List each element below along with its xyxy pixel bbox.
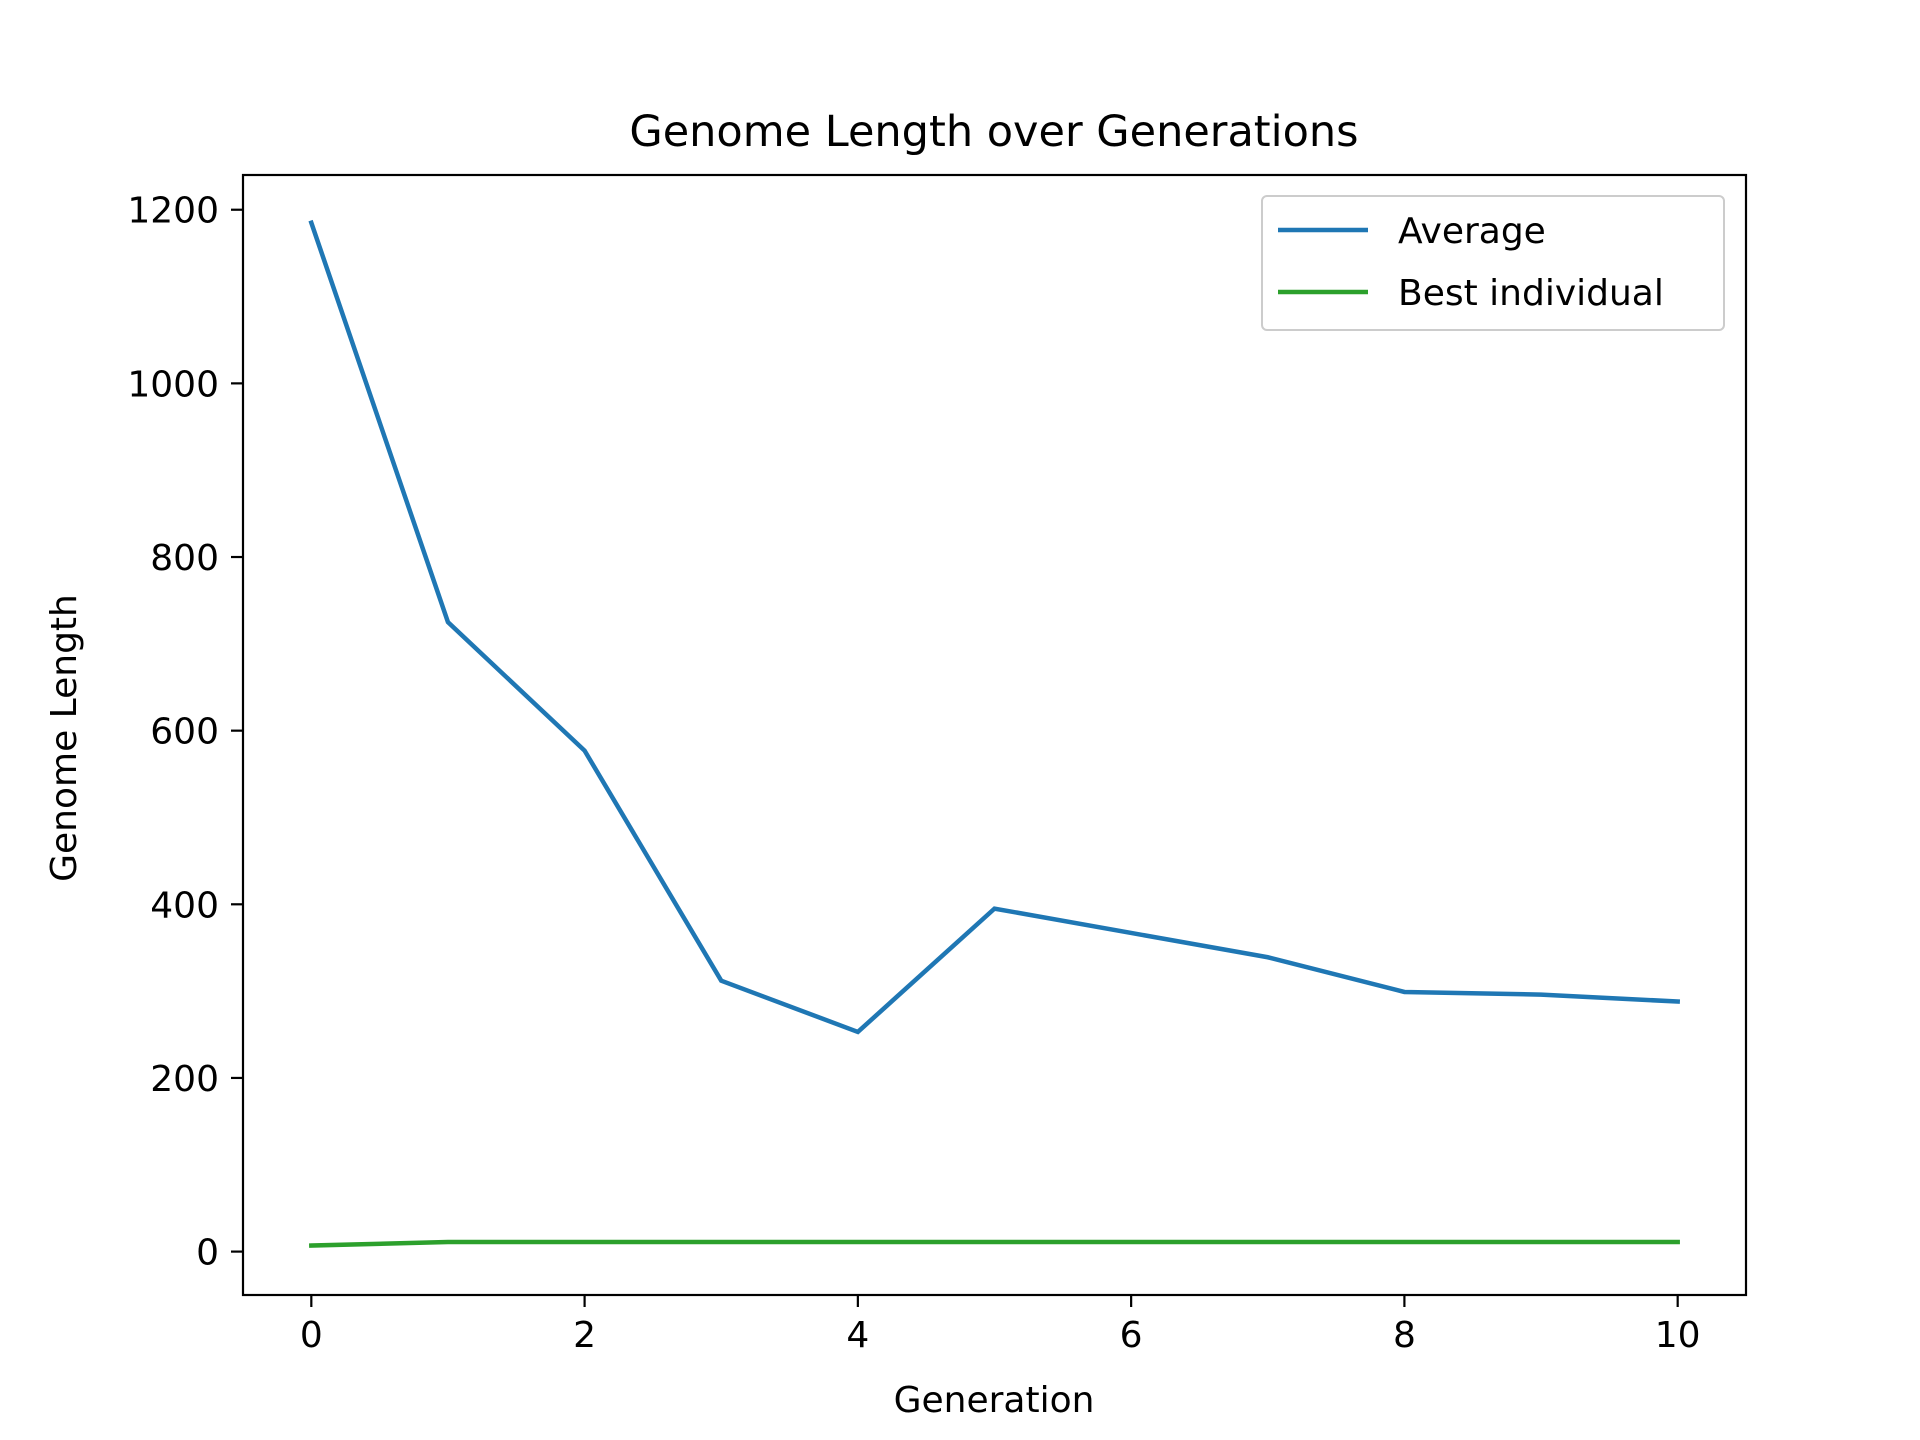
series-line-1: [309, 1239, 1680, 1248]
x-tick-label: 10: [1655, 1315, 1701, 1356]
y-tick-label: 200: [150, 1059, 219, 1100]
x-tick-label: 2: [573, 1315, 596, 1356]
x-tick-label: 4: [846, 1315, 869, 1356]
legend-label-0: Average: [1398, 211, 1546, 252]
x-tick-label: 0: [300, 1315, 323, 1356]
legend: Average Best individual: [1261, 195, 1725, 331]
chart-title: Genome Length over Generations: [629, 107, 1358, 157]
y-tick-label: 600: [150, 712, 219, 753]
legend-box: [1261, 195, 1725, 331]
axes-layer: 0 2 4 6 8 10 0 200 400 600 800 1000 1200: [127, 173, 1748, 1356]
x-tick-label: 8: [1393, 1315, 1416, 1356]
series-line-0: [308, 219, 1681, 1035]
series-layer: [308, 219, 1681, 1248]
y-tick-label: 0: [196, 1233, 219, 1274]
y-axis-label: Genome Length: [44, 594, 85, 882]
y-tick-label: 1200: [127, 191, 219, 232]
plot-frame: [241, 173, 1748, 1297]
x-tick-label: 6: [1120, 1315, 1143, 1356]
legend-label-1: Best individual: [1398, 273, 1664, 314]
y-tick-label: 800: [150, 538, 219, 579]
x-axis-label: Generation: [894, 1380, 1095, 1421]
y-tick-label: 1000: [127, 364, 219, 405]
y-tick-label: 400: [150, 885, 219, 926]
